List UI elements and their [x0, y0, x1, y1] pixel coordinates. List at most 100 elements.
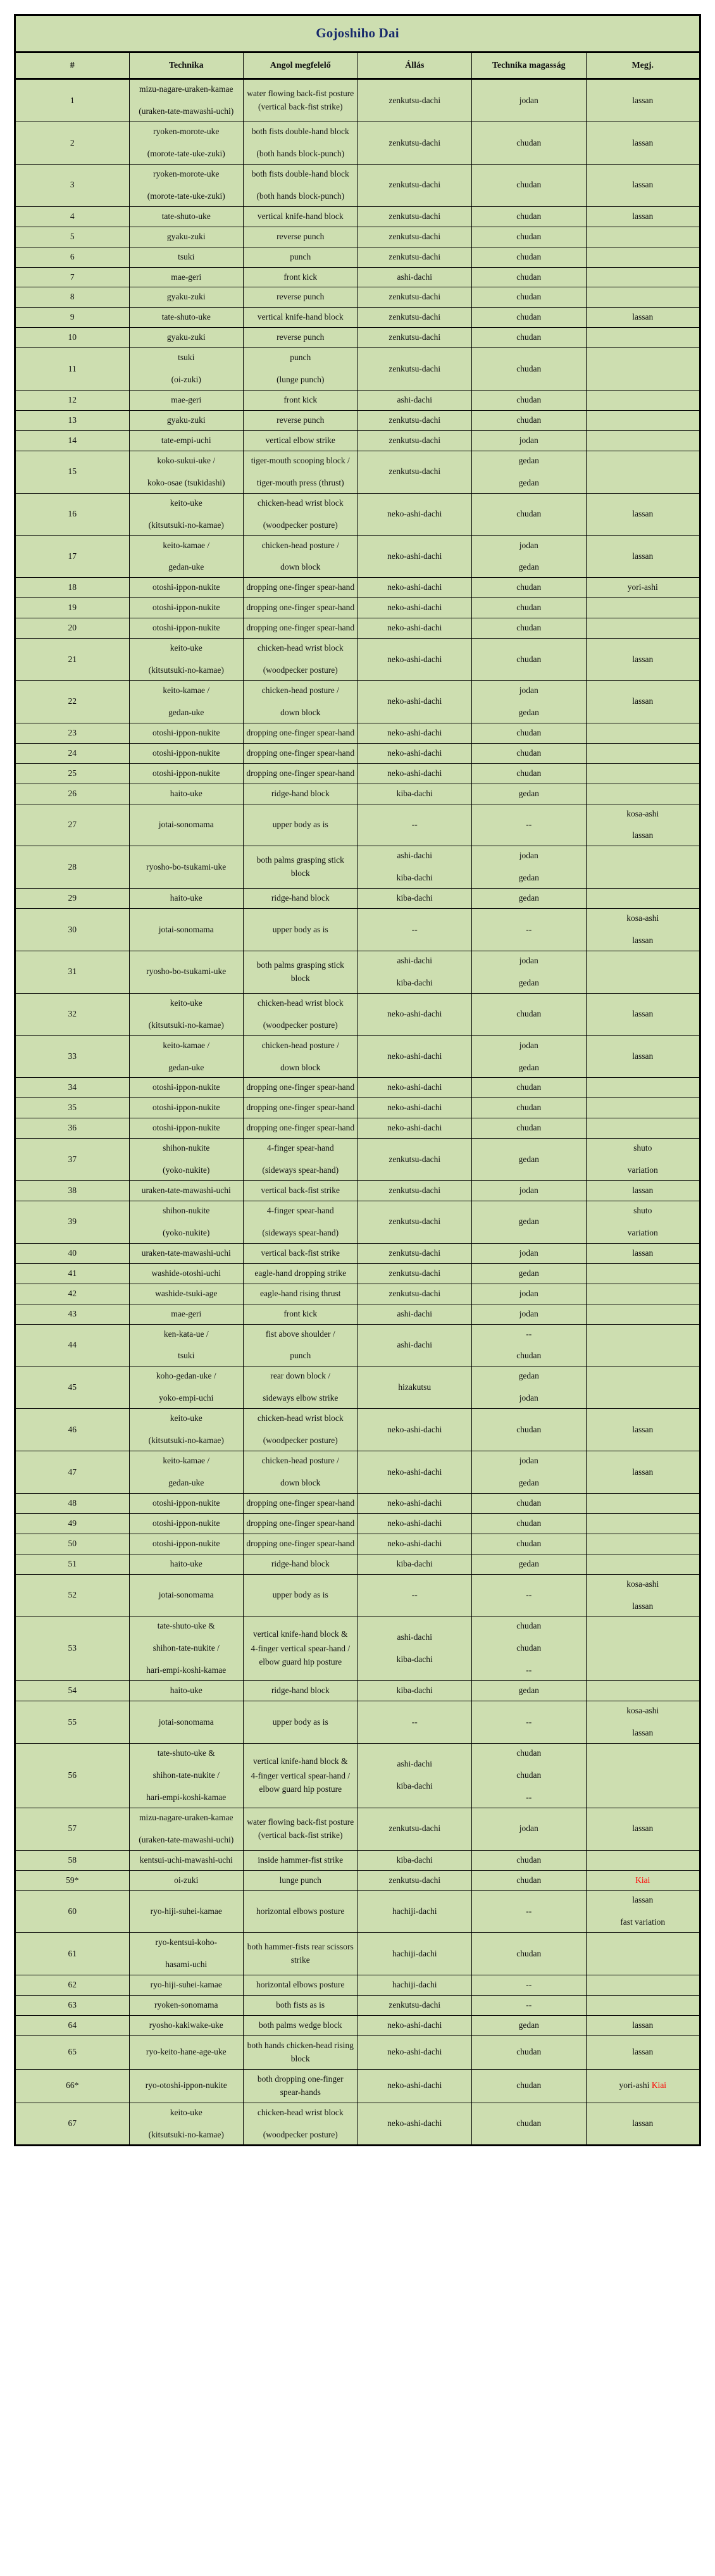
table-row: 24 otoshi-ippon-nukite dropping one-finger… [15, 742, 700, 764]
cell-number: 62 [15, 1975, 130, 1996]
cell-height: jodan [471, 78, 587, 123]
table-row: 50 otoshi-ippon-nukite dropping one-finger… [15, 1533, 700, 1554]
cell-technique: ryo-otoshi-ippon-nukite [128, 2068, 244, 2103]
cell-note: lassan [585, 992, 700, 1036]
cell-english: vertical knife-hand block [243, 307, 358, 328]
cell-height: chudan [471, 266, 587, 288]
cell-english: vertical knife-hand block & 4-finger vert… [243, 1742, 358, 1808]
cell-technique: tsuki [128, 246, 244, 268]
kata-table-page: Gojoshiho Dai # Technika Angol megfelelő… [14, 14, 701, 2147]
cell-note [585, 1533, 700, 1554]
table-row: 35 otoshi-ippon-nukite dropping one-finger… [15, 1097, 700, 1119]
cell-technique: gyaku-zuki [128, 410, 244, 431]
cell-number: 25 [15, 763, 130, 784]
cell-english: both hands chicken-head rising block [243, 2035, 358, 2070]
table-row: 39 shihon-nukite (yoko-nukite) 4-finger spe… [15, 1201, 700, 1244]
cell-english: chicken-head posture / down block [243, 680, 358, 723]
cell-stance: neko-ashi-dachi [357, 1118, 472, 1139]
cell-technique: otoshi-ippon-nukite [128, 742, 244, 764]
cell-number: 6 [15, 246, 130, 268]
table-row: 57 mizu-nagare-uraken-kamae (uraken-tate-m… [15, 1807, 700, 1851]
cell-note: lassan [585, 1242, 700, 1264]
cell-number: 63 [15, 1995, 130, 2016]
column-header-number: # [15, 51, 130, 80]
cell-technique: ryo-kentsui-koho-hasami-uchi [128, 1932, 244, 1976]
cell-note: lassan [585, 1180, 700, 1202]
cell-height: jodan gedan [471, 680, 587, 723]
cell-english: both palms grasping stick block [243, 846, 358, 889]
cell-note [585, 597, 700, 619]
cell-stance: neko-ashi-dachi [357, 1077, 472, 1099]
cell-stance: hachiji-dachi [357, 1932, 472, 1976]
cell-stance: neko-ashi-dachi [357, 1492, 472, 1514]
cell-stance: hizakutsu [357, 1366, 472, 1410]
cell-technique: tate-shuto-uke [128, 307, 244, 328]
cell-stance: neko-ashi-dachi [357, 1035, 472, 1079]
cell-technique: otoshi-ippon-nukite [128, 722, 244, 744]
cell-height: chudan [471, 287, 587, 308]
cell-height: chudan [471, 1513, 587, 1534]
cell-note: lassan [585, 492, 700, 536]
table-row: 56 tate-shuto-uke & shihon-tate-nukite / ha… [15, 1742, 700, 1808]
cell-number: 20 [15, 618, 130, 639]
cell-height: chudan [471, 163, 587, 207]
cell-height: gedan [471, 1138, 587, 1182]
table-row: 36 otoshi-ippon-nukite dropping one-finger… [15, 1118, 700, 1139]
cell-stance: neko-ashi-dachi [357, 1097, 472, 1119]
table-row: 41 washide-otoshi-uchi eagle-hand dropping… [15, 1263, 700, 1284]
cell-number: 16 [15, 492, 130, 536]
cell-english: tiger-mouth scooping block / tiger-mouth … [243, 450, 358, 494]
cell-english: front kick [243, 390, 358, 411]
cell-note [585, 1303, 700, 1325]
cell-stance: neko-ashi-dachi [357, 597, 472, 619]
cell-stance: zenkutsu-dachi [357, 327, 472, 349]
cell-stance: zenkutsu-dachi [357, 1870, 472, 1891]
table-row: 46 keito-uke (kitsutsuki-no-kamae) chicken-… [15, 1408, 700, 1452]
cell-stance: neko-ashi-dachi [357, 742, 472, 764]
cell-stance: zenkutsu-dachi [357, 1138, 472, 1182]
cell-english: both fists double-hand block (both hands … [243, 163, 358, 207]
cell-number: 11 [15, 347, 130, 391]
cell-technique: keito-kamae / gedan-uke [128, 1035, 244, 1079]
table-row: 55 jotai-sonomama upper body as is -- -- kosa… [15, 1701, 700, 1744]
cell-height: chudan [471, 307, 587, 328]
cell-note [585, 742, 700, 764]
cell-technique: mae-geri [128, 390, 244, 411]
cell-note [585, 1513, 700, 1534]
cell-number: 12 [15, 390, 130, 411]
cell-english: eagle-hand rising thrust [243, 1283, 358, 1304]
cell-english: horizontal elbows posture [243, 1975, 358, 1996]
cell-stance: neko-ashi-dachi [357, 535, 472, 578]
cell-height: chudan [471, 1533, 587, 1554]
cell-height: -- [471, 1975, 587, 1996]
cell-technique: keito-uke (kitsutsuki-no-kamae) [128, 492, 244, 536]
cell-note [585, 1680, 700, 1702]
cell-english: dropping one-finger spear-hand [243, 1513, 358, 1534]
cell-height: jodan gedan [471, 1451, 587, 1494]
cell-stance: ashi-dachi kiba-dachi [357, 1742, 472, 1808]
cell-english: chicken-head posture / down block [243, 535, 358, 578]
cell-height: jodan [471, 1283, 587, 1304]
cell-number: 52 [15, 1573, 130, 1617]
cell-stance: zenkutsu-dachi [357, 246, 472, 268]
table-row: 9 tate-shuto-uke vertical knife-hand block… [15, 307, 700, 328]
cell-number: 57 [15, 1807, 130, 1851]
table-row: 37 shihon-nukite (yoko-nukite) 4-finger spe… [15, 1138, 700, 1182]
cell-technique: koho-gedan-uke / yoko-empi-uchi [128, 1366, 244, 1410]
cell-technique: gyaku-zuki [128, 226, 244, 247]
cell-stance: zenkutsu-dachi [357, 122, 472, 165]
cell-stance: zenkutsu-dachi [357, 163, 472, 207]
cell-number: 28 [15, 846, 130, 889]
cell-english: rear down block / sideways elbow strike [243, 1366, 358, 1410]
table-row: 27 jotai-sonomama upper body as is -- -- kosa… [15, 803, 700, 847]
cell-height: -- [471, 1701, 587, 1744]
cell-english: reverse punch [243, 287, 358, 308]
cell-note [585, 1975, 700, 1996]
cell-height: chudan [471, 597, 587, 619]
cell-english: vertical back-fist strike [243, 1180, 358, 1202]
cell-number: 39 [15, 1201, 130, 1244]
cell-number: 10 [15, 327, 130, 349]
cell-stance: zenkutsu-dachi [357, 1180, 472, 1202]
cell-technique: oi-zuki [128, 1870, 244, 1891]
cell-stance: zenkutsu-dachi [357, 347, 472, 391]
